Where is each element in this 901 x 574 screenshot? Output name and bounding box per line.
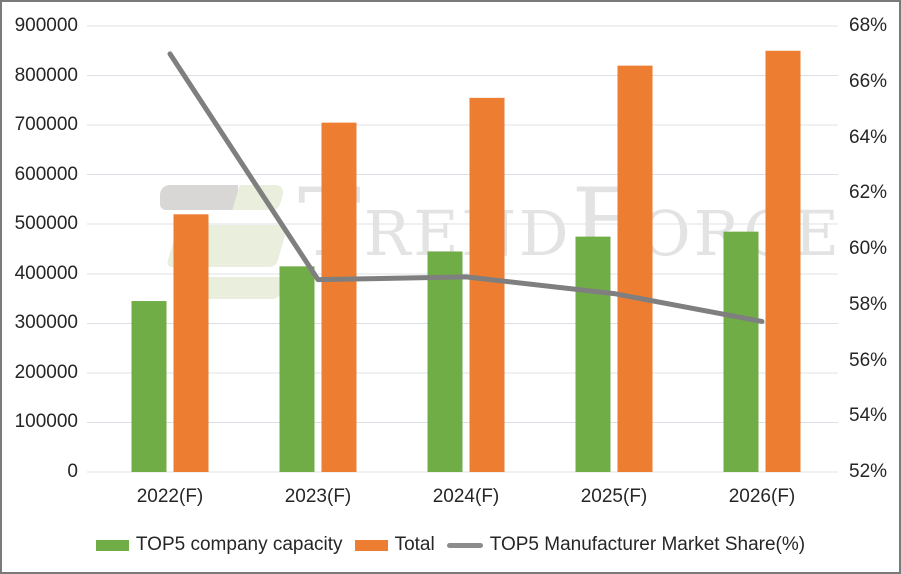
bar-total-2024(F): [469, 97, 505, 472]
bar-total-2026(F): [765, 50, 801, 473]
legend-label-top5-capacity: TOP5 company capacity: [135, 534, 343, 555]
wordmark-rend: REND: [363, 197, 572, 270]
legend-swatch-top5-capacity: [95, 539, 129, 551]
legend-swatch-market-share-line: [446, 542, 483, 548]
legend-label-market-share: TOP5 Manufacturer Market Share(%): [489, 534, 806, 555]
legend-swatch-total: [354, 539, 388, 551]
logo-stripe-gray: [160, 185, 238, 210]
bar-total-2023(F): [321, 122, 357, 472]
bar-top5-capacity-2025(F): [575, 236, 611, 472]
line-top5-manufacturer-market-share: [167, 51, 765, 324]
legend-label-total: Total: [394, 534, 435, 555]
bar-total-2025(F): [617, 65, 653, 472]
bar-top5-capacity-2022(F): [131, 301, 167, 472]
bar-top5-capacity-2023(F): [279, 266, 315, 472]
legend: TOP5 company capacity Total TOP5 Manufac…: [2, 532, 899, 558]
bar-top5-capacity-2026(F): [723, 231, 759, 472]
bar-top5-capacity-2024(F): [427, 251, 463, 472]
bar-total-2022(F): [173, 214, 209, 473]
trendforce-logo: [160, 185, 289, 299]
